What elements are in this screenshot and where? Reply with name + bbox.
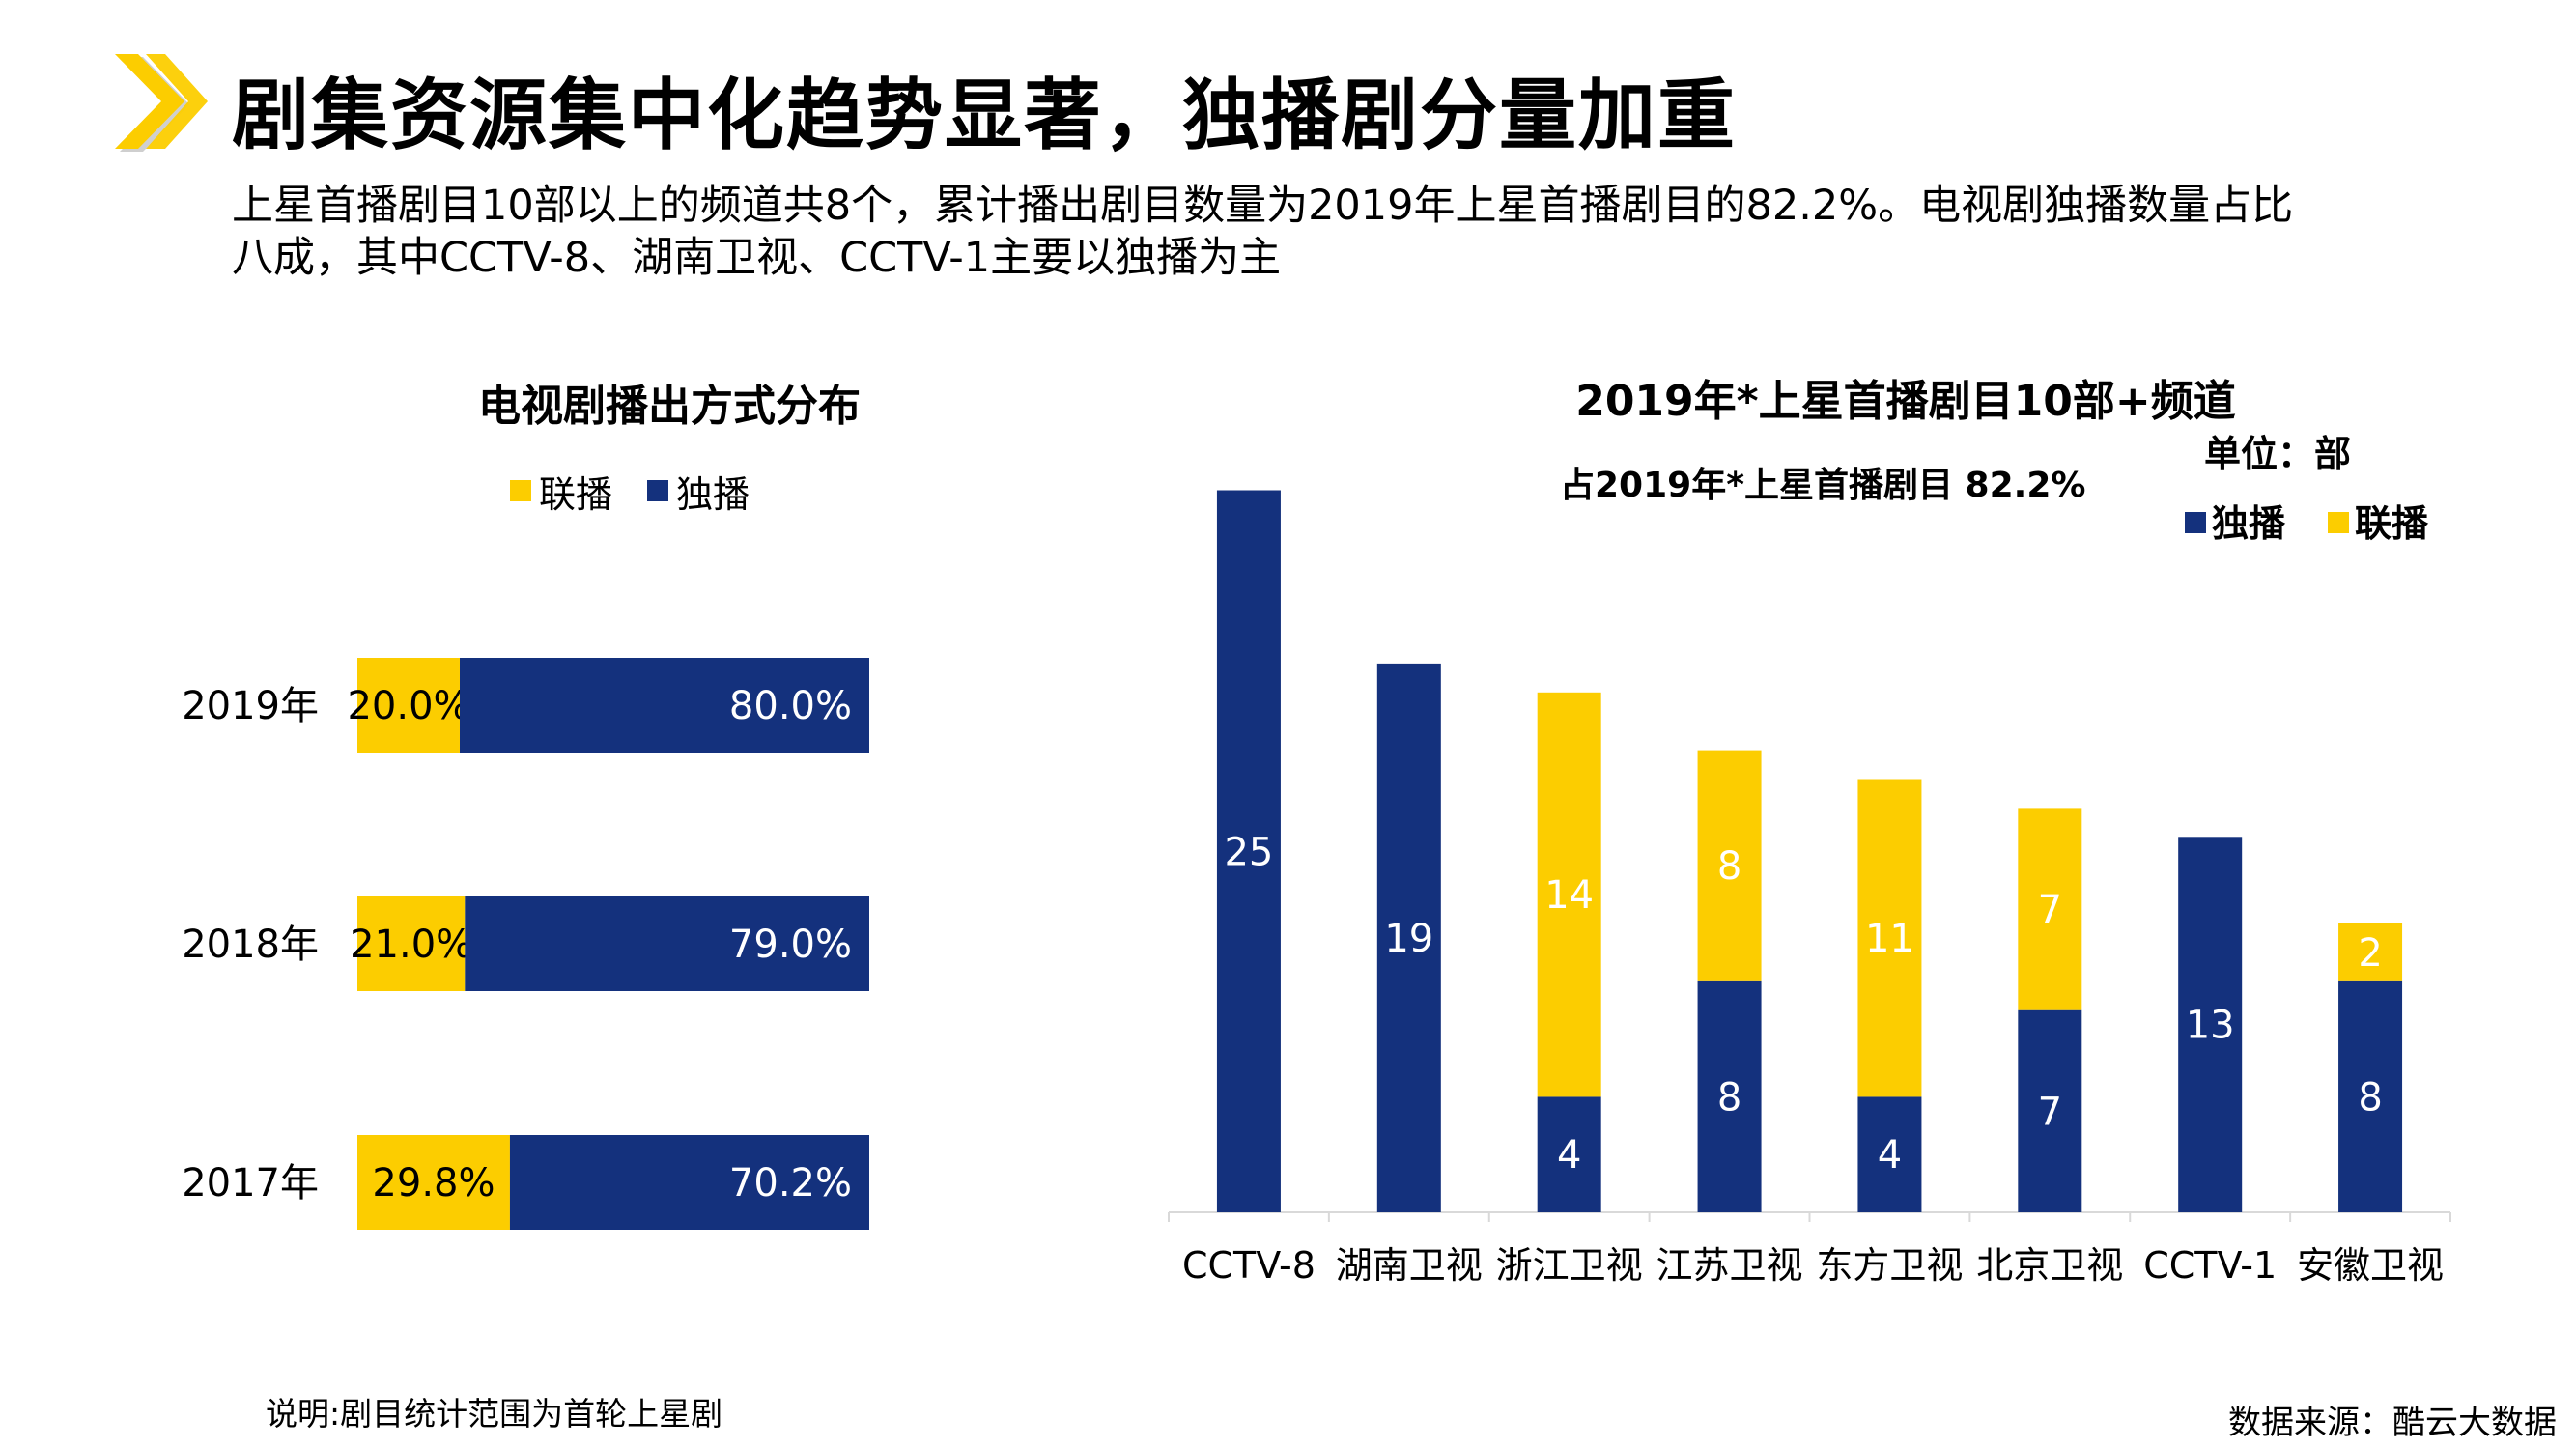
chart1-bar-dubo xyxy=(460,658,869,753)
chart1-data-label: 79.0% xyxy=(729,923,852,967)
chart2-legend-swatch-0 xyxy=(2185,512,2206,533)
chart2-data-label: 14 xyxy=(1544,873,1594,918)
chart1-legend-label-1: 独播 xyxy=(676,473,750,516)
chart2-data-label: 7 xyxy=(2038,888,2062,932)
chart2-unit-label: 单位：部 xyxy=(2204,433,2351,475)
chart1-data-label: 29.8% xyxy=(372,1161,495,1206)
chart2-bar-lianbo xyxy=(1857,779,1922,1097)
chart1-legend-label-0: 联播 xyxy=(539,473,612,516)
chart2-data-label: 4 xyxy=(1557,1133,1581,1178)
chart1-bar-lianbo xyxy=(357,1135,510,1230)
chart2-title: 2019年*上星首播剧目10部+频道 xyxy=(1575,377,2236,426)
chart2-annotation: 占2019年*上星首播剧目 82.2% xyxy=(1560,466,2085,505)
chart2-data-label: 8 xyxy=(1717,1075,1741,1120)
chart2-bar-dubo xyxy=(2178,837,2243,1212)
chart1-category-label: 2018年 xyxy=(182,923,319,967)
footnote: 说明:剧目统计范围为首轮上星剧 xyxy=(266,1395,723,1433)
chart1-title: 电视剧播出方式分布 xyxy=(478,382,861,431)
chart2-data-label: 19 xyxy=(1384,917,1433,961)
chart2-bar-lianbo xyxy=(2018,808,2082,1010)
chart2-bar-lianbo xyxy=(2338,923,2403,981)
page-title: 剧集资源集中化趋势显著，独播剧分量加重 xyxy=(232,71,1737,160)
data-source: 数据来源：酷云大数据 xyxy=(2228,1404,2557,1442)
chart2-legend-label-0: 独播 xyxy=(2212,502,2286,545)
chart1-category-label: 2017年 xyxy=(182,1161,319,1206)
chart2-data-label: 11 xyxy=(1865,917,1914,961)
chart2-data-label: 8 xyxy=(1717,844,1741,889)
chart2-data-label: 4 xyxy=(1878,1133,1902,1178)
chart2-bar-dubo xyxy=(2338,980,2403,1212)
subtitle-line-1: 上星首播剧目10部以上的频道共8个，累计播出剧目数量为2019年上星首播剧目的8… xyxy=(232,182,2294,230)
chart1-bar-lianbo xyxy=(357,658,460,753)
chart1-bar-dubo xyxy=(465,896,869,991)
chart2-category-label: 湖南卫视 xyxy=(1336,1244,1483,1287)
chart1-data-label: 70.2% xyxy=(729,1161,852,1206)
chart2-bar-lianbo xyxy=(1537,692,1601,1097)
chart2-bar-dubo xyxy=(1537,1096,1601,1212)
chart1-data-label: 80.0% xyxy=(729,684,852,728)
chart2-category-label: 浙江卫视 xyxy=(1496,1244,1643,1287)
chart2-bar-dubo xyxy=(2018,1009,2082,1212)
chart2-legend-swatch-1 xyxy=(2328,512,2349,533)
chart1-category-label: 2019年 xyxy=(182,684,319,728)
chart2-bar-dubo xyxy=(1216,490,1281,1212)
chart2-category-label: 安徽卫视 xyxy=(2297,1244,2444,1287)
chart2-bar-dubo xyxy=(1376,663,1441,1212)
chart2-category-label: 北京卫视 xyxy=(1976,1244,2123,1287)
chart2-bar-lianbo xyxy=(1697,750,1762,981)
chart1-bar-lianbo xyxy=(357,896,466,991)
chart1-bar-dubo xyxy=(509,1135,869,1230)
chart2-category-label: CCTV-1 xyxy=(2143,1244,2277,1287)
chart1-legend-swatch-0 xyxy=(510,480,531,501)
chart1-data-label: 20.0% xyxy=(347,684,469,728)
chart1-legend-swatch-1 xyxy=(647,480,668,501)
chart2-data-label: 7 xyxy=(2038,1090,2062,1134)
chart2-data-label: 13 xyxy=(2186,1004,2235,1048)
top-channels-chart: 2019年*上星首播剧目10部+频道 占2019年*上星首播剧目 82.2% 单… xyxy=(1168,377,2451,1287)
broadcast-mode-chart: 电视剧播出方式分布 联播 独播 2019年 20.0% 80.0% 2018年 21.0… xyxy=(182,382,869,1230)
chevron-logo-icon xyxy=(115,54,208,152)
chart2-category-label: 东方卫视 xyxy=(1816,1244,1963,1287)
chart2-legend-label-1: 联播 xyxy=(2355,502,2429,545)
chart2-data-label: 8 xyxy=(2358,1075,2382,1120)
chart2-bar-dubo xyxy=(1697,980,1762,1212)
chart2-data-label: 2 xyxy=(2358,931,2382,976)
chart2-category-label: CCTV-8 xyxy=(1182,1244,1316,1287)
chart2-bar-dubo xyxy=(1857,1096,1922,1212)
chart2-category-label: 江苏卫视 xyxy=(1656,1244,1803,1287)
chart1-data-label: 21.0% xyxy=(350,923,472,967)
chart2-data-label: 25 xyxy=(1224,830,1273,874)
subtitle-line-2: 八成，其中CCTV-8、湖南卫视、CCTV-1主要以独播为主 xyxy=(232,234,1282,282)
